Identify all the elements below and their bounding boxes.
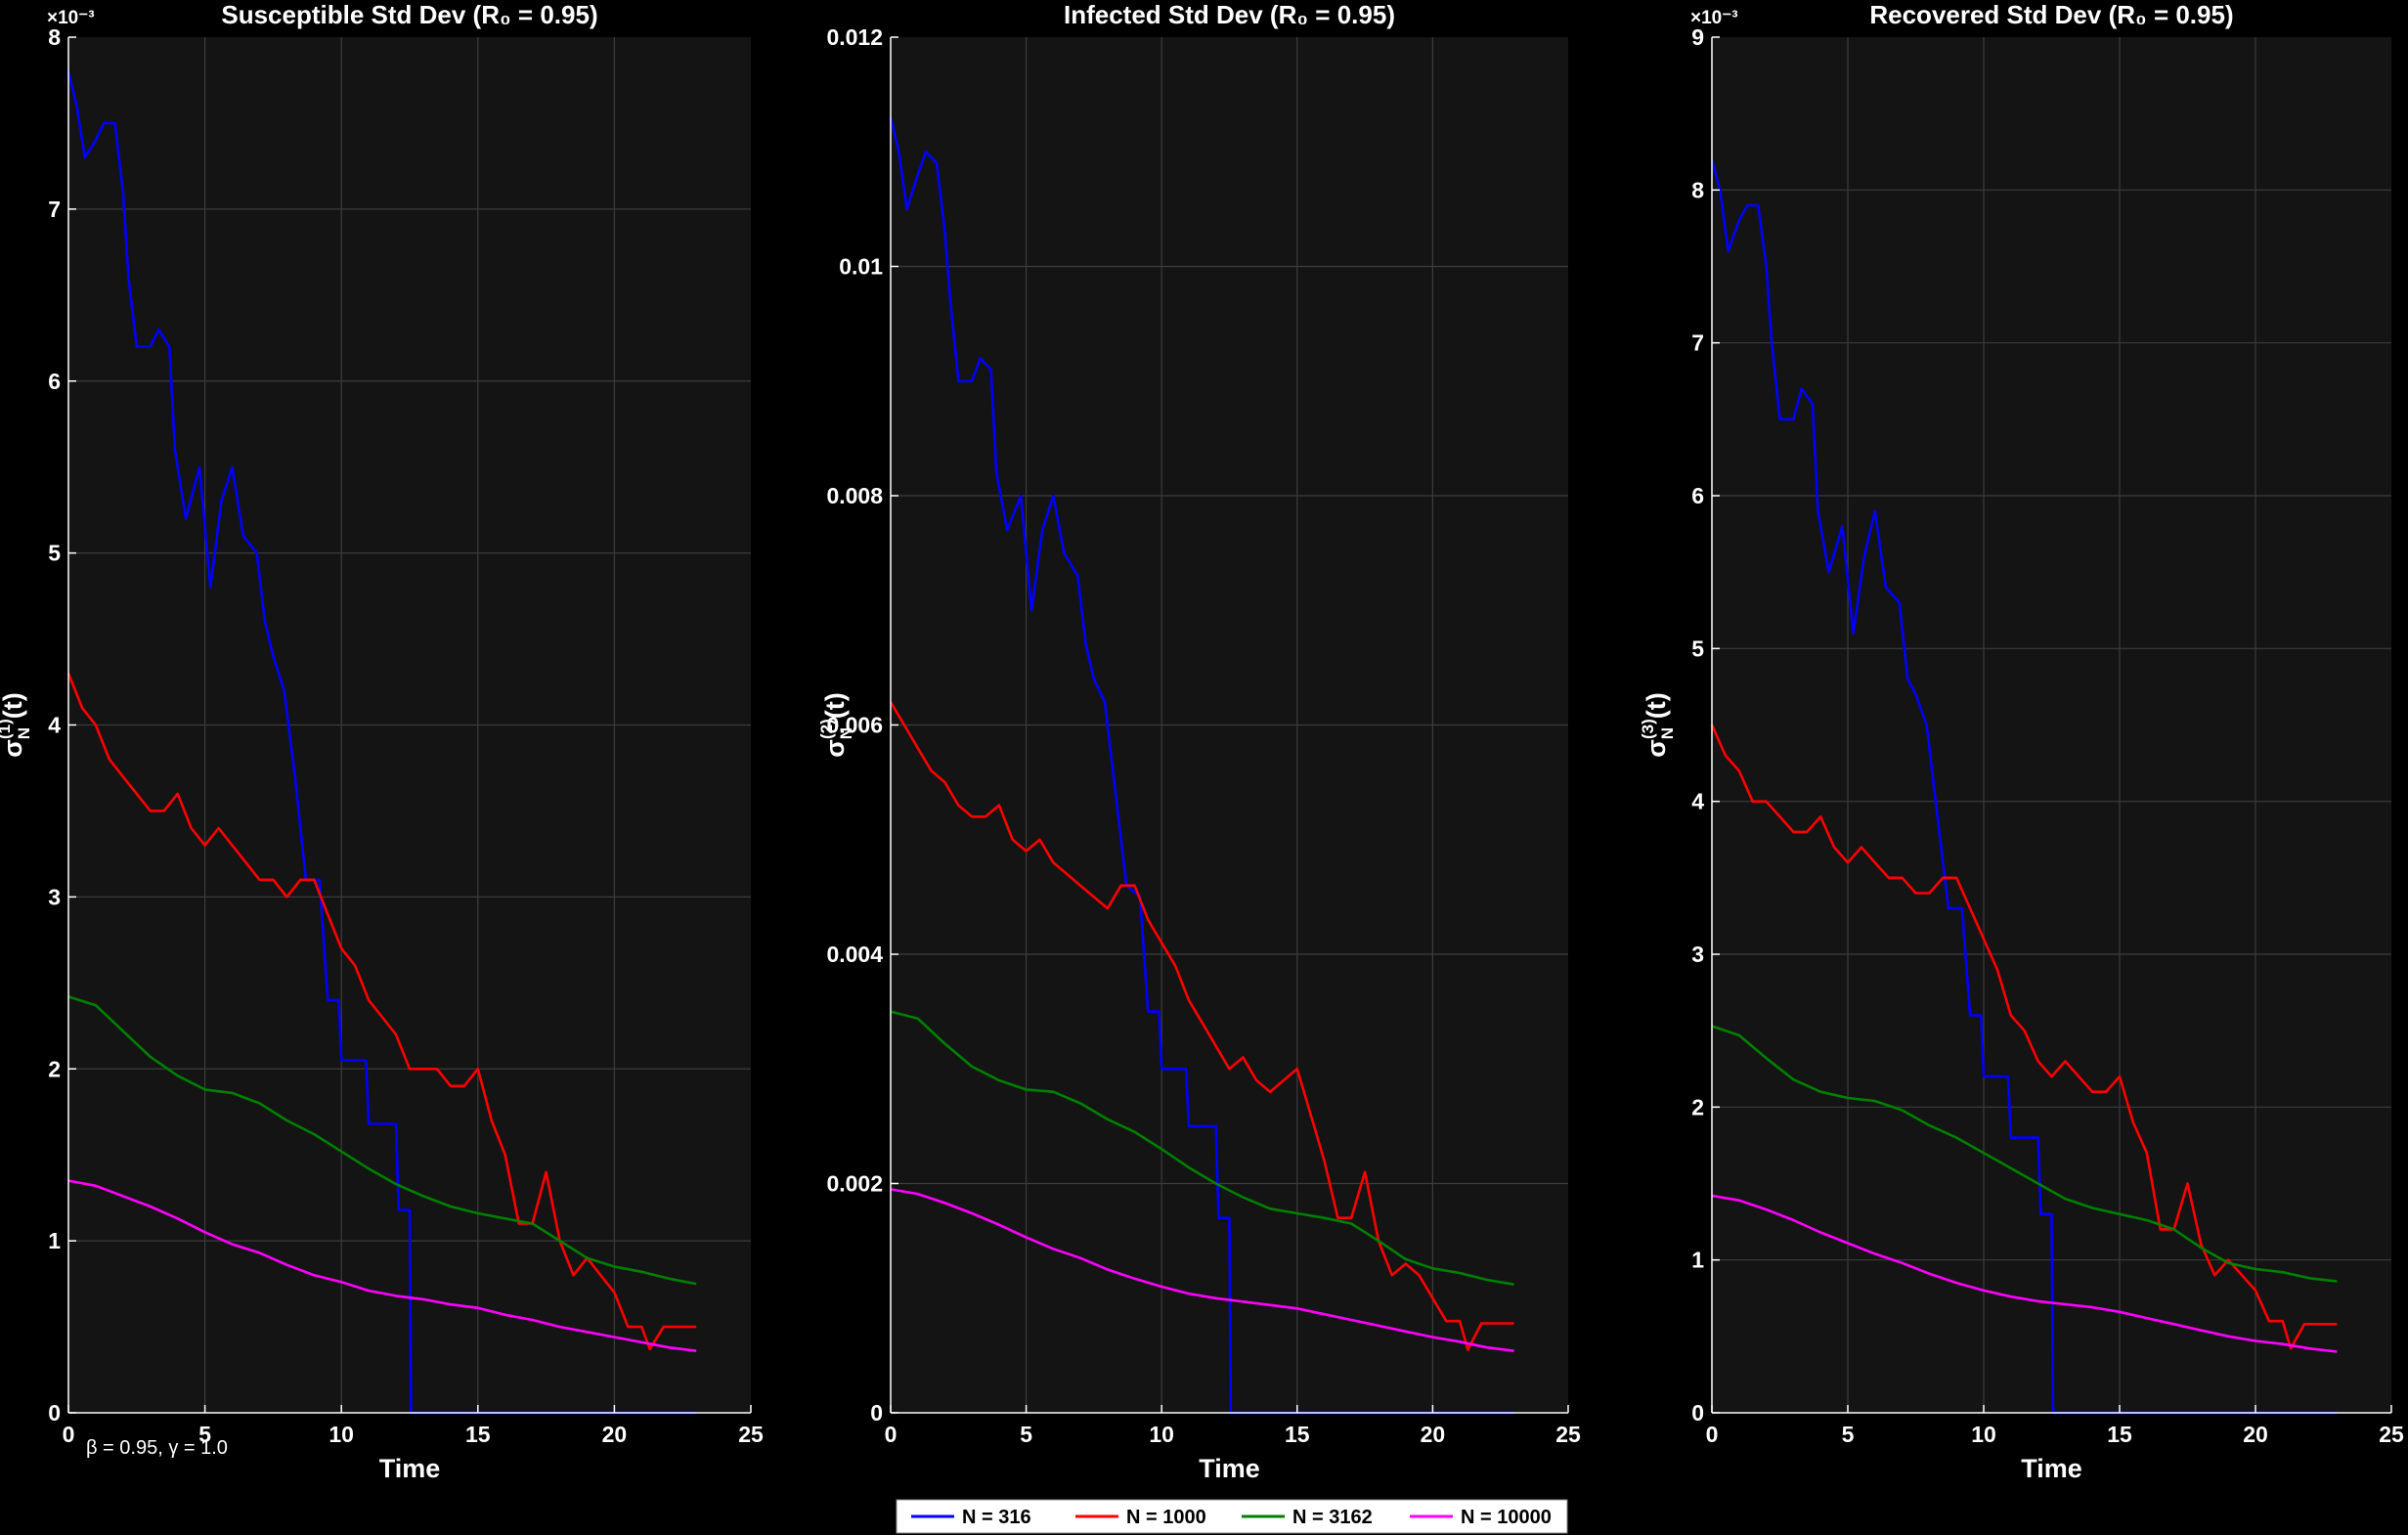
x-tick-label: 20 (2243, 1422, 2268, 1447)
x-tick-label: 15 (2107, 1422, 2132, 1447)
y-tick-label: 7 (1691, 330, 1704, 356)
y-tick-label: 0.002 (826, 1171, 883, 1197)
chart-panel-2: 0 5 10 15 20 25 0 0.002 0.004 0.006 0.008 0.01 0.012… (817, 0, 1581, 1483)
x-tick-label: 20 (1421, 1422, 1446, 1447)
x-tick-label: 5 (1842, 1422, 1855, 1447)
series-line-n-10000 (1711, 1194, 2338, 1353)
y-tick-label: 0.008 (826, 483, 883, 508)
series-line-n-10000 (67, 1179, 697, 1352)
x-tick-label: 15 (465, 1422, 491, 1447)
chart-panel-3: 0 5 10 15 20 25 0 1 2 3 4 5 6 7 8 9×10⁻³ Recovered Std D… (1639, 0, 2404, 1483)
y-tick-label: 1 (1691, 1248, 1704, 1273)
y-tick-label: 4 (48, 713, 61, 738)
y-tick-label: 5 (1691, 636, 1704, 661)
plot-area (1712, 37, 2391, 1413)
y-exponent-label: ×10⁻³ (1690, 8, 1738, 28)
legend: N = 316 N = 1000 N = 3162 N = 10000 (896, 1499, 1568, 1534)
y-tick-label: 0.012 (826, 24, 883, 50)
series-line-n-3162 (67, 995, 697, 1286)
y-tick-label: 7 (48, 197, 61, 222)
series-line-n-3162 (890, 1010, 1514, 1286)
y-tick-label: 3 (1691, 942, 1704, 967)
x-tick-label: 5 (1020, 1422, 1032, 1447)
legend-label: N = 316 (962, 1507, 1031, 1528)
y-tick-label: 2 (1691, 1094, 1704, 1119)
parameter-annotation: β = 0.95, γ = 1.0 (86, 1437, 228, 1459)
y-tick-label: 8 (1691, 177, 1704, 202)
x-tick-label: 0 (1706, 1422, 1719, 1447)
series-line-n-3162 (1711, 1025, 2338, 1283)
y-tick-label: 0 (48, 1400, 61, 1425)
y-tick-label: 8 (48, 24, 61, 50)
legend-label: N = 10000 (1461, 1507, 1552, 1528)
x-tick-label: 10 (1971, 1422, 1996, 1447)
y-axis-label: σN(1)(t) (0, 692, 33, 758)
x-tick-label: 5 (198, 1422, 211, 1447)
x-axis-label: Time (1199, 1454, 1260, 1483)
y-tick-label: 2 (48, 1056, 61, 1081)
x-tick-label: 25 (738, 1422, 764, 1447)
x-axis-label: Time (379, 1454, 441, 1483)
y-tick-label: 0.01 (839, 254, 883, 280)
series-line-n-1000 (66, 673, 697, 1351)
y-tick-label: 0 (1691, 1400, 1704, 1425)
series-line-n-10000 (890, 1188, 1514, 1352)
y-tick-label: 5 (48, 541, 61, 566)
y-axis-label: σN(2)(t) (817, 692, 855, 758)
chart-title: Recovered Std Dev (R₀ = 0.95) (1869, 0, 2233, 29)
series-line-n-1000 (889, 701, 1514, 1351)
chart-panel-1: 0 5 10 15 20 25 0 1 2 3 4 5 6 7 8×10⁻³ Susceptible Std … (0, 0, 764, 1483)
y-tick-label: 4 (1691, 789, 1704, 814)
y-axis-label: σN(3)(t) (1639, 692, 1677, 758)
y-tick-label: 0 (870, 1400, 883, 1425)
chart-title: Infected Std Dev (R₀ = 0.95) (1064, 0, 1395, 29)
x-axis-label: Time (2021, 1454, 2082, 1483)
y-exponent-label: ×10⁻³ (47, 8, 95, 28)
series-line-n-1000 (1710, 724, 2338, 1350)
x-tick-label: 25 (1555, 1422, 1581, 1447)
x-tick-label: 10 (328, 1422, 354, 1447)
series-line-n-316 (1710, 158, 2338, 1415)
y-tick-label: 3 (48, 884, 61, 909)
x-tick-label: 20 (602, 1422, 628, 1447)
y-tick-label: 6 (1691, 483, 1704, 508)
x-tick-label: 15 (1285, 1422, 1310, 1447)
y-tick-label: 0.004 (826, 942, 883, 967)
series-line-n-316 (889, 116, 1514, 1415)
x-tick-label: 0 (63, 1422, 75, 1447)
x-tick-label: 10 (1149, 1422, 1174, 1447)
y-tick-label: 6 (48, 369, 61, 394)
legend-label: N = 3162 (1292, 1507, 1373, 1528)
x-tick-label: 25 (2379, 1422, 2404, 1447)
chart-title: Susceptible Std Dev (R₀ = 0.95) (221, 0, 597, 29)
y-tick-label: 1 (48, 1228, 61, 1253)
series-line-n-316 (66, 70, 697, 1415)
y-tick-label: 0.006 (826, 713, 883, 738)
legend-box (896, 1499, 1568, 1534)
legend-label: N = 1000 (1126, 1507, 1206, 1528)
x-tick-label: 0 (885, 1422, 898, 1447)
y-tick-label: 9 (1691, 24, 1704, 50)
